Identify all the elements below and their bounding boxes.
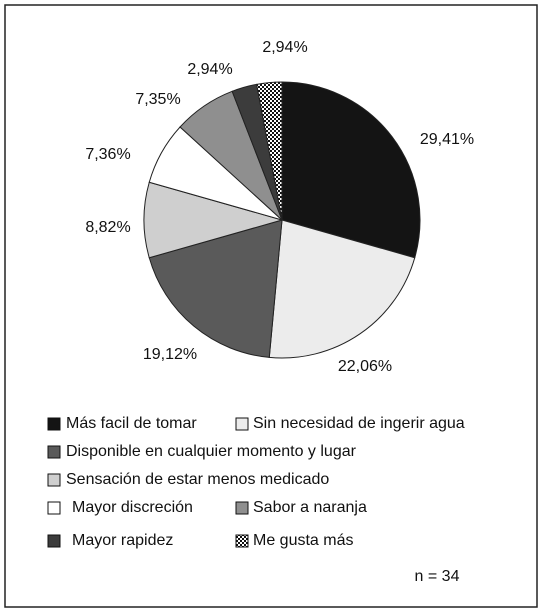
legend-swatch: [235, 501, 249, 515]
data-label: 19,12%: [143, 346, 197, 363]
legend-label: Más facil de tomar: [66, 415, 197, 432]
data-label: 8,82%: [85, 219, 130, 236]
pie-slice: [256, 81, 283, 221]
pie-slice: [281, 81, 421, 259]
legend-label: Mayor discreción: [72, 499, 193, 516]
data-label: 7,35%: [135, 91, 180, 108]
legend-label: Mayor rapidez: [72, 532, 173, 549]
legend-swatch: [235, 417, 249, 431]
legend-label: Sensación de estar menos medicado: [66, 471, 329, 488]
legend-swatch: [47, 473, 61, 487]
pie-slice: [268, 219, 416, 359]
legend-label: Disponible en cualquier momento y lugar: [66, 443, 357, 460]
legend-swatch: [47, 534, 61, 548]
data-label: 7,36%: [85, 146, 130, 163]
pie-slice: [148, 219, 283, 358]
legend-label: Me gusta más: [253, 532, 353, 549]
data-label: 29,41%: [420, 131, 474, 148]
data-label: 22,06%: [338, 358, 392, 375]
annotation: n = 34: [415, 568, 460, 585]
legend-swatch: [235, 534, 249, 548]
frame: [4, 4, 538, 608]
legend-swatch: [47, 445, 61, 459]
legend-swatch: [47, 417, 61, 431]
legend-label: Sabor a naranja: [253, 499, 367, 516]
legend-swatch: [47, 501, 61, 515]
data-label: 2,94%: [262, 39, 307, 56]
legend-label: Sin necesidad de ingerir agua: [253, 415, 465, 432]
data-label: 2,94%: [187, 61, 232, 78]
